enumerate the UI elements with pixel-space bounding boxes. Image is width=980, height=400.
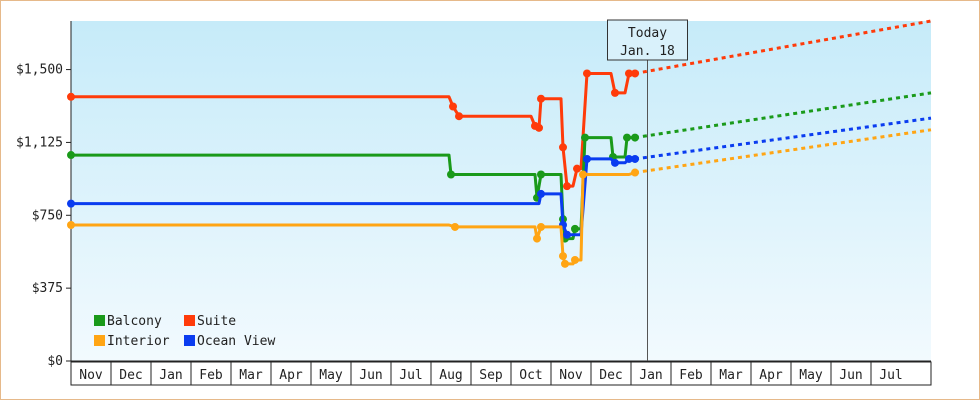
axes bbox=[70, 21, 931, 362]
y-tick-label: $375 bbox=[32, 281, 63, 296]
month-label: Feb bbox=[679, 368, 703, 383]
forecast-line bbox=[634, 19, 932, 75]
y-tick-label: $0 bbox=[47, 354, 63, 369]
data-point bbox=[579, 170, 587, 179]
data-point bbox=[559, 143, 567, 152]
today-box bbox=[607, 19, 688, 61]
data-point bbox=[611, 88, 619, 97]
legend-label: Ocean View bbox=[197, 334, 275, 349]
data-point bbox=[537, 222, 545, 231]
legend-label: Interior bbox=[107, 334, 170, 349]
month-label: Feb bbox=[199, 368, 223, 383]
data-point bbox=[67, 221, 75, 229]
legend-swatch bbox=[94, 335, 105, 346]
data-point bbox=[67, 199, 75, 208]
data-point bbox=[451, 222, 459, 231]
today-label: Today bbox=[628, 26, 667, 41]
forecast-line bbox=[634, 128, 932, 175]
series-suite bbox=[67, 19, 932, 191]
today-date: Jan. 18 bbox=[620, 44, 675, 59]
legend-swatch bbox=[184, 315, 195, 326]
legend-label: Suite bbox=[197, 314, 236, 329]
month-label: Nov bbox=[79, 368, 103, 383]
month-label: Jun bbox=[839, 368, 862, 383]
month-label: Aug bbox=[439, 368, 462, 383]
data-point bbox=[559, 252, 567, 261]
y-tick-label: $1,125 bbox=[16, 135, 63, 150]
month-label: Jul bbox=[879, 368, 902, 383]
month-label: Apr bbox=[759, 368, 783, 383]
data-point bbox=[583, 154, 591, 163]
data-point bbox=[455, 112, 463, 121]
today-marker: Today Jan. 18 bbox=[607, 19, 688, 361]
month-label: Dec bbox=[599, 368, 622, 383]
forecast-line bbox=[634, 91, 932, 140]
legend-item: Balcony bbox=[94, 314, 162, 329]
month-label: Jan bbox=[639, 368, 662, 383]
data-point bbox=[563, 230, 571, 239]
month-label: Mar bbox=[239, 368, 263, 383]
data-point bbox=[571, 255, 579, 264]
legend-item: Interior bbox=[94, 334, 170, 349]
legend-item: Ocean View bbox=[184, 334, 275, 349]
forecast-line bbox=[634, 116, 932, 161]
legend-label: Balcony bbox=[107, 314, 162, 329]
month-label: May bbox=[319, 368, 343, 383]
legend: Balcony Suite Interior Ocean View bbox=[94, 314, 275, 349]
month-label: Jun bbox=[359, 368, 382, 383]
plot-background bbox=[71, 21, 931, 361]
data-point bbox=[67, 92, 75, 101]
data-point bbox=[561, 259, 569, 268]
month-label: Mar bbox=[719, 368, 743, 383]
month-label: Sep bbox=[479, 368, 503, 383]
month-label: Nov bbox=[559, 368, 583, 383]
data-point bbox=[573, 164, 581, 173]
data-point bbox=[581, 133, 589, 142]
month-label: Oct bbox=[519, 368, 542, 383]
data-point bbox=[537, 94, 545, 103]
legend-swatch bbox=[184, 335, 195, 346]
data-point bbox=[563, 182, 571, 191]
data-point bbox=[535, 123, 543, 132]
data-point bbox=[533, 234, 541, 243]
series-ocean-view bbox=[67, 116, 932, 239]
data-point bbox=[625, 69, 633, 78]
legend-swatch bbox=[94, 315, 105, 326]
data-point bbox=[449, 102, 457, 111]
y-tick-label: $750 bbox=[32, 208, 63, 223]
month-label: Jul bbox=[399, 368, 422, 383]
data-point bbox=[625, 154, 633, 163]
data-point bbox=[537, 170, 545, 179]
series-lines bbox=[67, 19, 932, 268]
month-label: Dec bbox=[119, 368, 142, 383]
data-point bbox=[583, 69, 591, 78]
data-point bbox=[447, 170, 455, 179]
data-point bbox=[571, 224, 579, 233]
month-label: May bbox=[799, 368, 823, 383]
month-label: Jan bbox=[159, 368, 182, 383]
x-axis-months: Nov Dec Jan Feb Mar Apr May Jun Jul Aug Sep Oct Nov D… bbox=[70, 361, 932, 386]
data-point bbox=[67, 151, 75, 160]
legend-item: Suite bbox=[184, 314, 236, 329]
y-tick-label: $1,500 bbox=[16, 63, 63, 78]
data-point bbox=[623, 133, 631, 142]
data-point bbox=[537, 189, 545, 198]
y-axis-ticks: $0 $375 $750 $1,125 $1,500 bbox=[16, 63, 71, 369]
series-interior bbox=[67, 128, 932, 268]
month-label: Apr bbox=[279, 368, 303, 383]
series-line bbox=[71, 171, 636, 266]
data-point bbox=[611, 158, 619, 167]
